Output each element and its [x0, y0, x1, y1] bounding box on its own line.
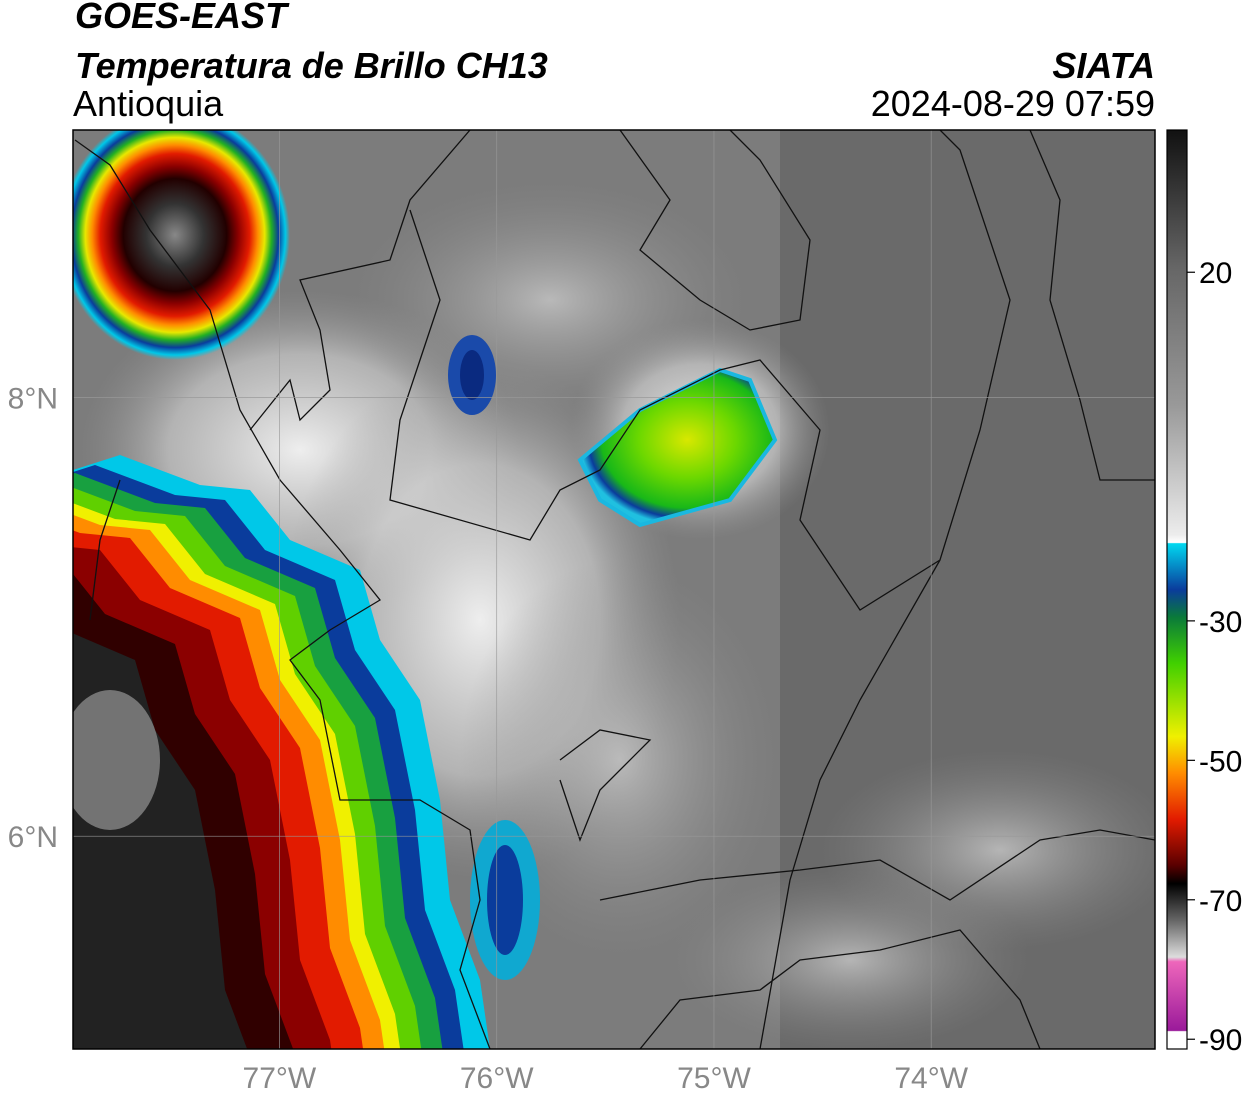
lon-tick-label: 76°W: [460, 1062, 534, 1095]
cloud-core: [73, 690, 160, 830]
lat-tick-label: 8°N: [8, 383, 58, 416]
colorbar-tick-label: -50: [1199, 745, 1242, 778]
lon-tick-label: 74°W: [894, 1062, 968, 1095]
timestamp: 2024-08-29 07:59: [871, 83, 1155, 124]
map-frame: [72, 129, 1156, 1050]
map-imagery: [73, 130, 1155, 1049]
lat-tick-label: 6°N: [8, 821, 58, 854]
colorbar-tick-label: -70: [1199, 885, 1242, 918]
lon-tick-label: 77°W: [243, 1062, 317, 1095]
colorbar-tick-label: -30: [1199, 606, 1242, 639]
region: Antioquia: [73, 83, 224, 124]
subtitle: Temperatura de Brillo CH13: [75, 45, 548, 86]
colorbar-tick-label: 20: [1199, 257, 1232, 290]
colorbar: [1166, 129, 1188, 1050]
source: SIATA: [1052, 45, 1155, 86]
title: GOES-EAST: [75, 0, 290, 36]
colorbar-tick-label: -90: [1199, 1024, 1242, 1057]
lon-tick-label: 75°W: [677, 1062, 751, 1095]
